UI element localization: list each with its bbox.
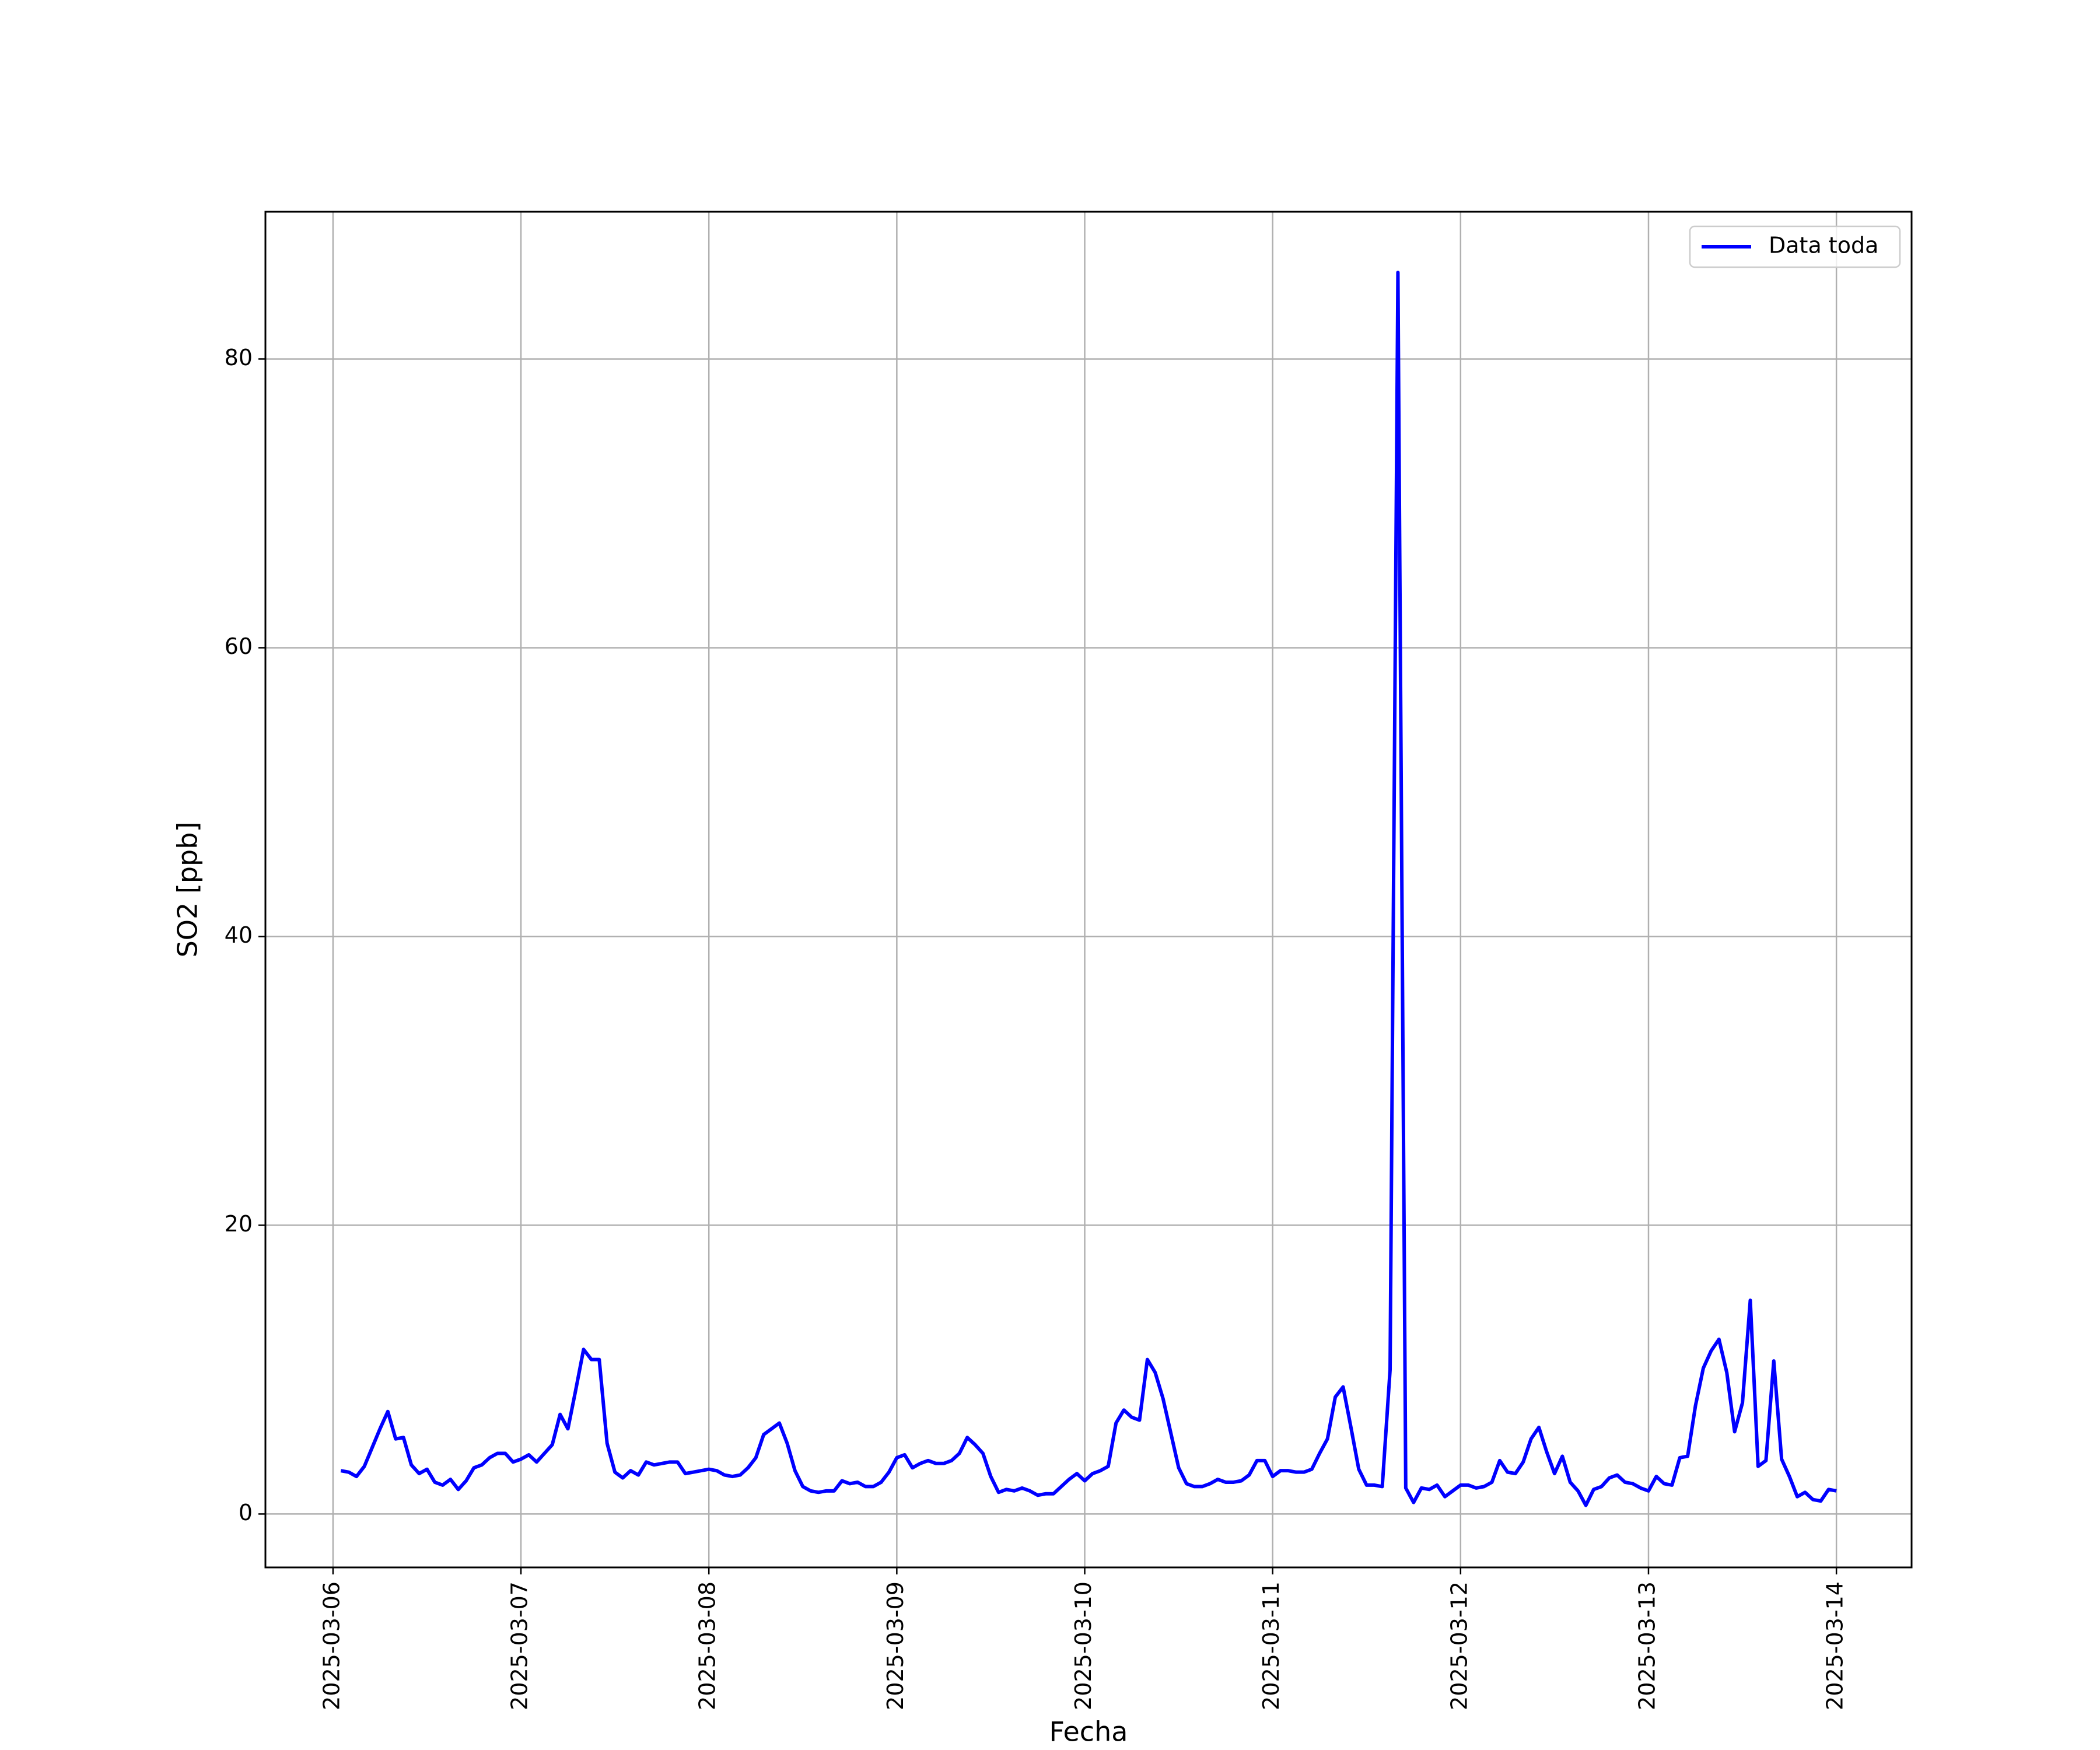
data-line — [340, 270, 1837, 1507]
x-tick-label: 2025-03-10 — [1070, 1581, 1096, 1710]
y-tick-label: 0 — [239, 1500, 253, 1525]
x-tick-label: 2025-03-11 — [1258, 1581, 1284, 1710]
x-tick-label: 2025-03-06 — [318, 1581, 344, 1710]
y-tick-label: 40 — [225, 922, 253, 948]
x-axis-label: Fecha — [1049, 1716, 1128, 1748]
x-tick-label: 2025-03-14 — [1822, 1581, 1848, 1710]
y-tick-label: 60 — [225, 634, 253, 659]
y-tick-label: 80 — [225, 345, 253, 370]
y-axis-label: SO2 [ppb] — [172, 822, 204, 958]
legend-label: Data toda — [1769, 233, 1878, 258]
x-tick-label: 2025-03-07 — [507, 1581, 533, 1710]
legend-box — [1689, 225, 1901, 268]
y-tick-label: 20 — [225, 1211, 253, 1237]
x-tick-label: 2025-03-13 — [1634, 1581, 1660, 1710]
x-tick-label: 2025-03-08 — [695, 1581, 720, 1710]
x-tick-label: 2025-03-12 — [1446, 1581, 1472, 1710]
plot-frame — [264, 211, 1913, 1569]
x-tick-label: 2025-03-09 — [883, 1581, 908, 1710]
